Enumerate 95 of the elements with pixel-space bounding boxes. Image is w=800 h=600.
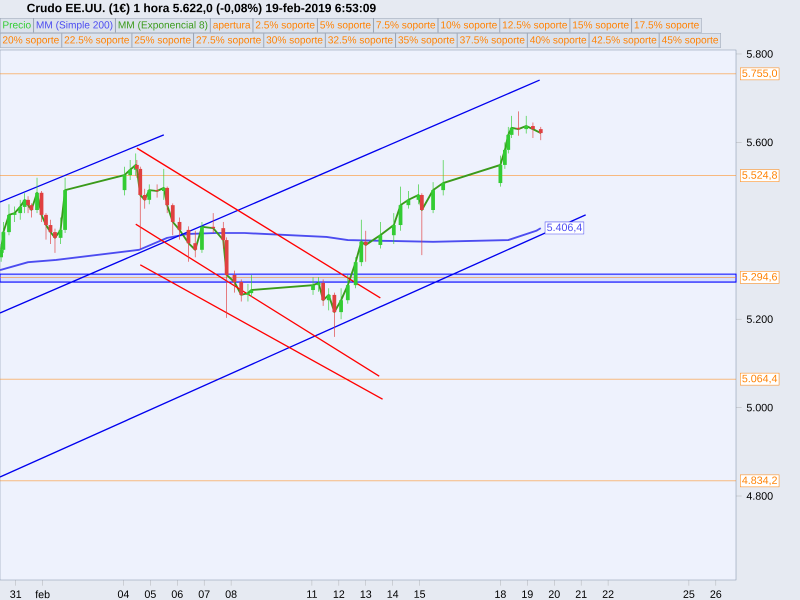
annotation: 5.406,4 bbox=[547, 224, 582, 232]
candlestick bbox=[239, 279, 244, 302]
x-tick-label: 04 bbox=[118, 590, 130, 598]
x-tick-label: 22 bbox=[602, 590, 614, 598]
text: 10% soporte bbox=[441, 21, 497, 31]
candlestick bbox=[392, 212, 396, 244]
x-tick-label: feb bbox=[35, 590, 50, 598]
candlestick bbox=[498, 155, 502, 187]
text: 37.5% soporte bbox=[460, 36, 525, 46]
candlestick bbox=[44, 212, 48, 240]
candlestick bbox=[359, 219, 364, 266]
candlestick bbox=[40, 190, 44, 222]
candlestick bbox=[420, 192, 424, 256]
x-tick-label: 18 bbox=[495, 590, 506, 598]
candlestick bbox=[332, 292, 336, 338]
chart-title: Crudo EE.UU. (1€) 1 hora 5.622,0 (-0,08%) 19-feb-2019 6:53:09 bbox=[27, 3, 376, 15]
text: 20% soporte bbox=[2, 36, 59, 46]
x-tick-label: 05 bbox=[144, 590, 156, 598]
text: 15% soporte bbox=[573, 21, 629, 31]
y-tick-label: 5.200 bbox=[746, 315, 773, 323]
text: MM (Exponencial 8) bbox=[118, 21, 208, 31]
x-tick-label: 25 bbox=[683, 590, 694, 598]
candlestick bbox=[178, 217, 182, 240]
y-tick-label: 5.600 bbox=[746, 138, 773, 146]
candlestick bbox=[170, 203, 175, 236]
text: 5% soporte bbox=[320, 21, 371, 31]
candlestick bbox=[165, 186, 170, 214]
line-series bbox=[0, 227, 542, 272]
text: apertura bbox=[213, 22, 251, 31]
candlestick bbox=[193, 230, 198, 258]
x-tick-label: 21 bbox=[576, 590, 587, 598]
candlestick bbox=[35, 177, 39, 214]
text: 45% soporte bbox=[662, 36, 718, 46]
candlestick bbox=[142, 188, 147, 210]
x-tick-label: 06 bbox=[172, 590, 183, 598]
candlestick bbox=[155, 184, 159, 198]
ref-line-label: 5.755,0 bbox=[742, 69, 778, 78]
candlestick bbox=[48, 219, 52, 244]
candlestick bbox=[147, 184, 152, 205]
candlestick bbox=[186, 226, 190, 262]
x-tick-label: 07 bbox=[198, 590, 210, 598]
candlestick bbox=[232, 270, 236, 294]
candlestick bbox=[7, 204, 11, 236]
y-tick-label: 5.800 bbox=[746, 50, 773, 58]
candlestick bbox=[531, 122, 535, 138]
ref-line-label: 4.834,2 bbox=[742, 476, 777, 486]
candlestick bbox=[311, 276, 315, 296]
text: 17.5% soporte bbox=[634, 21, 699, 31]
text: 42.5% soporte bbox=[592, 36, 656, 46]
y-tick-label: 4.800 bbox=[746, 492, 773, 500]
x-tick-label: 15 bbox=[414, 590, 426, 598]
candlestick bbox=[416, 184, 420, 205]
x-tick-label: 20 bbox=[548, 590, 560, 598]
text: 35% soporte bbox=[398, 36, 454, 46]
x-tick-label: 08 bbox=[226, 590, 237, 598]
text: 7.5% soporte bbox=[376, 21, 436, 31]
y-tick-label: 5.000 bbox=[746, 404, 773, 412]
text: 25% soporte bbox=[134, 36, 191, 46]
candlestick bbox=[346, 274, 350, 304]
candlestick bbox=[339, 288, 343, 320]
text: 2.5% soporte bbox=[256, 21, 315, 31]
candlestick bbox=[58, 217, 62, 244]
candlestick bbox=[122, 166, 126, 196]
text: 27.5% soporte bbox=[196, 36, 261, 46]
x-tick-label: 12 bbox=[334, 590, 344, 598]
ref-line-label: 5.064,4 bbox=[742, 374, 778, 384]
text: 32.5% soporte bbox=[328, 36, 393, 46]
text: 30% soporte bbox=[266, 36, 323, 46]
x-tick-label: 19 bbox=[522, 590, 533, 598]
candlestick bbox=[398, 186, 402, 232]
text: 22.5% soporte bbox=[64, 36, 129, 46]
candlestick bbox=[538, 126, 543, 141]
text: 12.5% soporte bbox=[502, 21, 567, 31]
candlestick bbox=[431, 182, 435, 214]
candlestick bbox=[441, 160, 446, 196]
ref-line-label: 5.294,6 bbox=[742, 272, 777, 282]
text: MM (Simple 200) bbox=[36, 21, 112, 31]
text: Precio bbox=[3, 21, 31, 28]
candlestick bbox=[12, 206, 16, 222]
candlestick bbox=[200, 222, 204, 254]
line-series bbox=[0, 125, 542, 314]
x-tick-label: 26 bbox=[710, 590, 722, 598]
candlestick bbox=[18, 200, 22, 220]
ref-line-label: 5.524,8 bbox=[742, 171, 777, 180]
x-tick-label: 11 bbox=[307, 590, 317, 598]
candlestick bbox=[53, 228, 57, 254]
candlestick bbox=[378, 222, 382, 249]
candlestick bbox=[354, 256, 358, 289]
x-tick-label: 14 bbox=[388, 590, 398, 598]
candlestick bbox=[26, 196, 30, 214]
x-tick-label: 31 bbox=[10, 590, 22, 598]
candlestick bbox=[406, 190, 410, 210]
candlestick bbox=[321, 279, 326, 306]
text: 40% soporte bbox=[530, 36, 586, 46]
x-tick-label: 13 bbox=[360, 590, 372, 598]
